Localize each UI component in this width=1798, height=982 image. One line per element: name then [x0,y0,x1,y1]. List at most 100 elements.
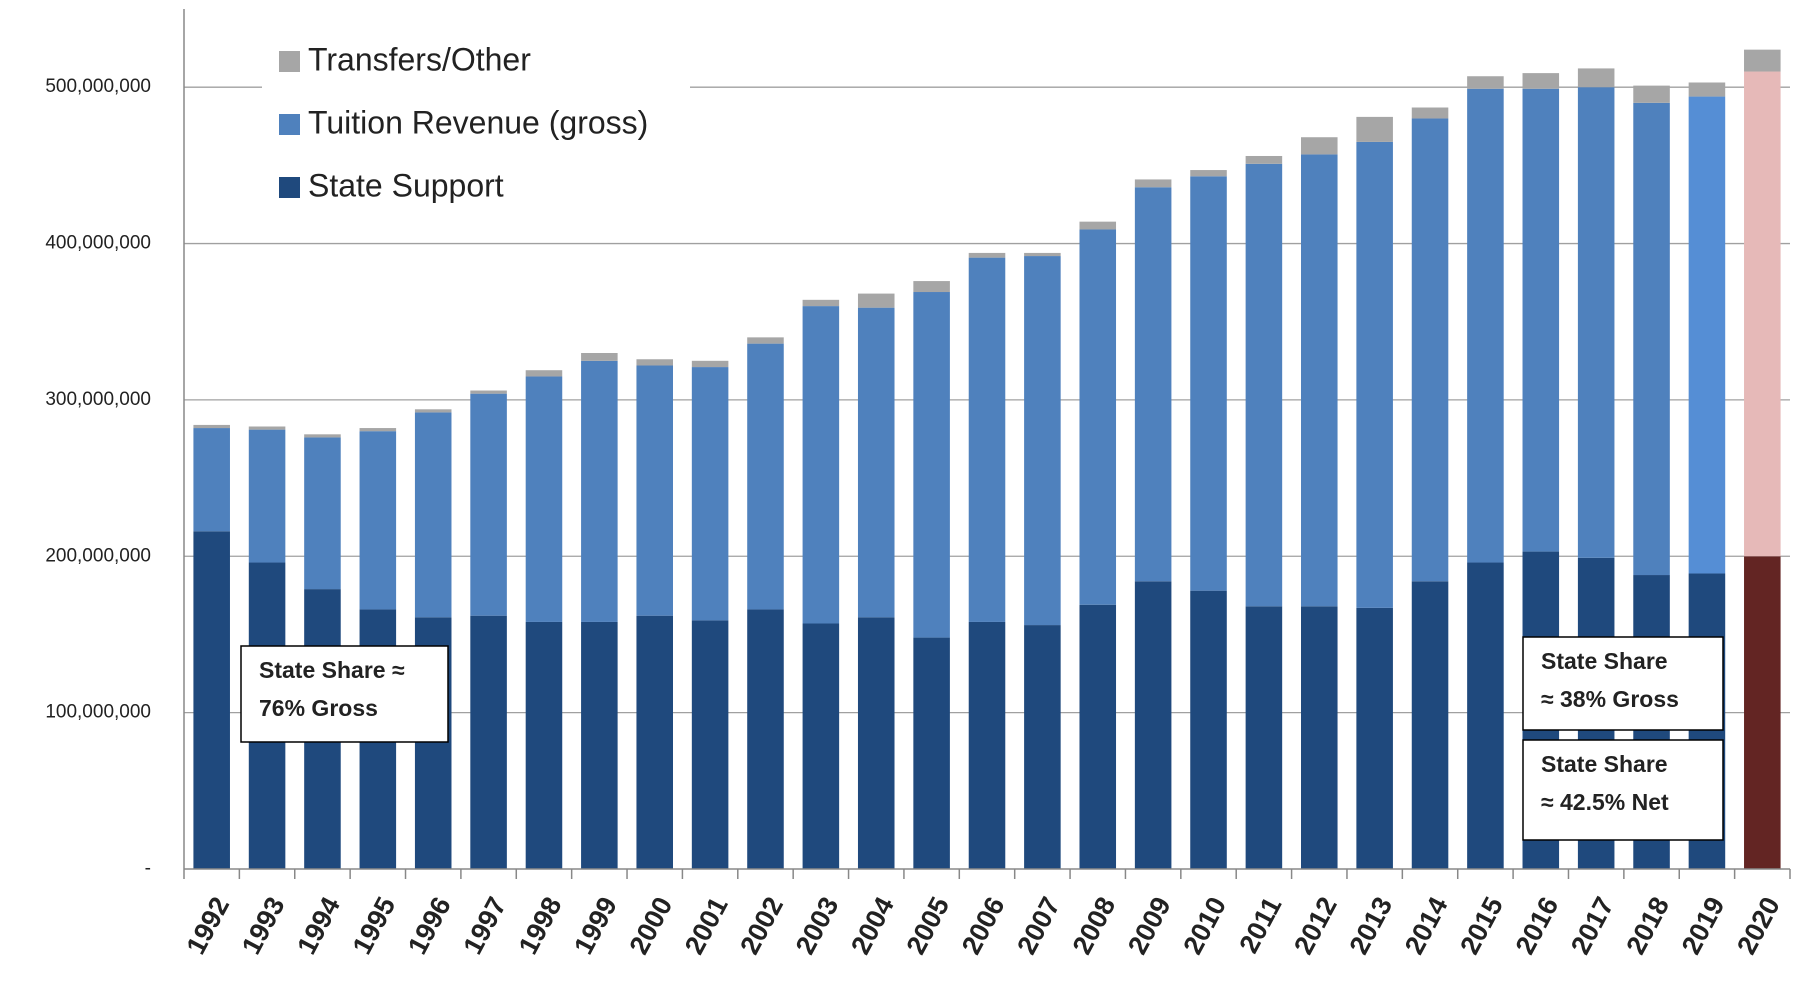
bar-segment [802,623,840,869]
x-tick-label: 2013 [1344,892,1399,959]
annotation-text: State Share [1541,648,1668,674]
x-tick-label: 1995 [347,892,402,959]
bar-segment [1301,137,1338,155]
bar-segment [691,360,729,368]
x-tick-label: 2020 [1731,892,1786,959]
bar-segment [747,343,784,610]
x-tick-label: 2019 [1676,892,1731,959]
annotation-text: State Share [1541,751,1668,777]
legend-box [262,23,690,218]
y-tick-label: 500,000,000 [45,76,151,97]
bar-segment [1190,170,1227,177]
x-tick-label: 2007 [1011,892,1066,959]
x-tick-label: 2015 [1454,892,1509,959]
legend-swatch [279,114,300,135]
bar-segment [1744,556,1781,869]
bar-segment [1356,607,1393,869]
legend-label: State Support [308,167,504,203]
bar-segment [1024,625,1061,869]
bar-segment [581,621,618,869]
bar-segment [913,637,950,869]
bar-segment [470,615,507,869]
bar-segment [1411,118,1449,582]
bar-segment [857,307,895,618]
x-tick-label: 2012 [1288,892,1343,959]
x-tick-label: 2014 [1399,892,1454,959]
annotation-box [240,645,449,743]
bar-segment [1245,606,1283,869]
legend-label: Tuition Revenue (gross) [308,104,648,140]
bar-segment [1079,221,1117,230]
x-tick-label: 1992 [181,892,236,959]
bar-segment [304,437,341,590]
bar-segment [913,281,950,293]
bar-segment [802,306,840,624]
bar-segment [1356,141,1393,608]
x-tick-label: 2016 [1510,892,1565,959]
x-tick-label: 2006 [956,892,1011,959]
annotation-text: ≈ 38% Gross [1541,686,1679,712]
bar-segment [1467,562,1504,869]
legend-swatch [279,51,300,72]
bar-segment [193,424,230,429]
bar-segment [1024,256,1061,626]
bar-segment [1024,252,1061,257]
y-tick-label: 200,000,000 [45,545,151,566]
bar-segment [691,367,729,621]
annotation-text: 76% Gross [259,695,378,721]
bar-segment [1134,581,1172,869]
bar-segment [1411,107,1449,119]
bar-segment [359,431,397,610]
x-tick-label: 2018 [1620,892,1675,959]
bar-segment [525,376,563,622]
bar-segment [913,292,950,638]
bar-segment [1411,581,1449,869]
bar-segment [636,615,673,869]
bar-segment [1190,176,1227,591]
x-tick-label: 2003 [790,892,845,959]
y-tick-label: 300,000,000 [45,389,151,410]
bar-segment [747,337,784,344]
bar-segment [248,426,286,430]
bar-segment [636,365,673,616]
bar-segment [193,428,230,532]
bar-segment [1079,229,1117,605]
x-tick-label: 2001 [679,892,734,959]
bar-segment [359,428,397,432]
bar-segment [248,429,286,563]
legend-label: Transfers/Other [308,41,531,77]
x-tick-label: 1999 [568,892,623,959]
bar-segment [1633,102,1670,576]
bar-segment [1190,590,1227,869]
x-tick-label: 2011 [1233,892,1287,958]
bar-segment [691,620,729,869]
annotation-text: ≈ 42.5% Net [1541,789,1669,815]
x-tick-label: 2008 [1067,892,1122,959]
annotation-box [1522,636,1724,731]
bar-segment [636,359,673,366]
x-tick-label: 1997 [457,892,512,959]
bar-segment [414,412,452,618]
bar-segment [1245,155,1283,164]
bar-segment [581,360,618,622]
bar-segment [968,257,1006,622]
x-tick-label: 2017 [1565,892,1620,959]
bar-segment [414,409,452,413]
bar-segment [857,617,895,869]
x-tick-label: 1993 [236,892,291,959]
x-tick-label: 2000 [624,892,679,959]
bar-segment [968,621,1006,869]
bar-segment [1744,49,1781,72]
bar-segment [1134,179,1172,188]
bar-segment [1744,71,1781,557]
y-tick-label: 100,000,000 [45,702,151,723]
bar-segment [525,370,563,377]
bar-segment [1688,82,1726,97]
bar-segment [802,299,840,307]
bar-segment [1522,88,1560,552]
x-tick-label: 2004 [845,892,900,959]
x-tick-label: 1998 [513,892,568,959]
bar-segment [1522,73,1560,89]
bar-segment [470,393,507,616]
x-tick-label: 2005 [901,892,956,959]
